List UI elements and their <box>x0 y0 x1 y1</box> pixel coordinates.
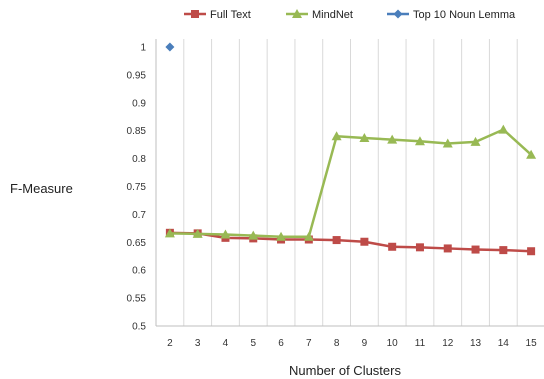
data-point-mindnet <box>470 136 481 146</box>
data-point-full-text <box>527 247 536 256</box>
x-tick-label: 11 <box>415 338 426 349</box>
y-tick-label: 0.95 <box>127 70 147 81</box>
legend-marker <box>191 10 199 18</box>
x-tick-label: 4 <box>223 338 229 349</box>
data-point-mindnet <box>414 136 425 146</box>
data-point-full-text <box>471 245 480 254</box>
y-tick-label: 0.55 <box>127 294 147 305</box>
x-tick-label: 8 <box>334 338 340 349</box>
series-line-mindnet <box>169 128 532 238</box>
x-tick-label: 14 <box>498 338 510 349</box>
data-point-mindnet <box>526 149 537 159</box>
legend-item-mindnet: MindNet <box>286 9 353 21</box>
x-tick-label: 6 <box>278 338 284 349</box>
data-point-mindnet <box>498 124 509 134</box>
data-point-full-text <box>360 237 369 246</box>
axes <box>155 39 544 327</box>
data-point-mindnet <box>359 132 370 142</box>
data-point-mindnet <box>331 131 342 141</box>
series-top-10-noun-lemma <box>165 42 175 52</box>
y-tick-label: 0.65 <box>127 238 147 249</box>
x-axis-title: Number of Clusters <box>289 363 401 378</box>
legend-item-full-text: Full Text <box>184 9 251 21</box>
data-point-mindnet <box>442 138 453 148</box>
x-tick-label: 15 <box>526 338 538 349</box>
x-tick-label: 9 <box>362 338 368 349</box>
y-tick-label: 0.6 <box>132 266 146 277</box>
y-tick-label: 1 <box>140 43 146 54</box>
y-tick-label: 0.5 <box>132 322 146 333</box>
y-tick-label: 0.9 <box>132 98 146 109</box>
y-tick-labels: 0.5 0.55 0.6 0.65 0.7 0.75 0.8 0.85 0.9 0.95 1 <box>127 43 147 333</box>
y-tick-label: 0.7 <box>132 210 146 221</box>
legend: Full Text MindNet Top 10 Noun Lemma <box>184 9 516 21</box>
series-mindnet <box>164 124 537 241</box>
legend-label: Full Text <box>210 9 251 21</box>
data-point-full-text <box>443 244 452 253</box>
x-tick-label: 5 <box>250 338 256 349</box>
x-tick-label: 7 <box>306 338 312 349</box>
y-tick-label: 0.85 <box>127 126 147 137</box>
data-point-mindnet <box>164 228 175 238</box>
data-point-full-text <box>332 236 341 245</box>
data-point-mindnet <box>220 229 231 239</box>
x-tick-labels: 2 3 4 5 6 7 8 9 10 11 12 13 14 15 <box>167 338 537 349</box>
series-lines <box>164 42 537 256</box>
data-point-full-text <box>415 243 424 252</box>
data-point-full-text <box>499 246 508 255</box>
data-point-mindnet <box>248 230 259 240</box>
legend-marker <box>292 9 302 18</box>
data-point-mindnet <box>303 231 314 241</box>
y-axis-title: F-Measure <box>10 181 73 196</box>
x-tick-label: 3 <box>195 338 201 349</box>
legend-item-top-10-noun-lemma: Top 10 Noun Lemma <box>387 9 516 21</box>
data-point-mindnet <box>276 231 287 241</box>
grid-lines <box>183 39 518 326</box>
data-point-mindnet <box>192 228 203 238</box>
x-tick-label: 2 <box>167 338 173 349</box>
data-point-mindnet <box>387 134 398 144</box>
data-point-top-10-noun-lemma <box>165 42 175 52</box>
y-tick-label: 0.75 <box>127 182 147 193</box>
y-tick-label: 0.8 <box>132 154 146 165</box>
legend-label: Top 10 Noun Lemma <box>413 9 516 21</box>
legend-marker <box>393 9 403 19</box>
x-tick-label: 13 <box>470 338 482 349</box>
legend-label: MindNet <box>312 9 353 21</box>
x-tick-label: 12 <box>442 338 454 349</box>
x-tick-label: 10 <box>387 338 399 349</box>
data-point-full-text <box>388 242 397 251</box>
